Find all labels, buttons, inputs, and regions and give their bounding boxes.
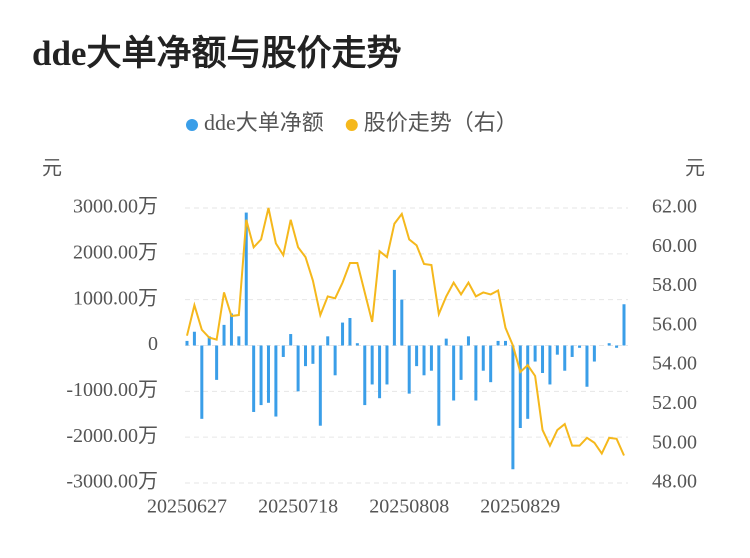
bar [378,345,382,399]
bar [429,345,433,371]
bar [296,345,300,392]
y-tick-label: -3000.00万 [66,471,158,493]
y-tick-label: 2000.00万 [73,241,158,263]
price-line [186,207,625,456]
legend-marker [186,119,198,131]
bar [266,345,270,403]
y2-tick-label: 54.00 [652,353,697,375]
y-tick-label: 3000.00万 [73,196,158,218]
y2-tick-label: 48.00 [652,471,697,493]
bar [363,345,367,406]
bar [622,304,626,346]
bar [585,345,589,387]
bar [229,313,233,346]
bar [207,336,211,346]
y-tick-label: -1000.00万 [66,379,158,401]
bar [355,343,359,346]
y2-tick-label: 62.00 [652,196,697,218]
legend-label: 股价走势（右） [364,110,518,135]
x-tick-label: 20250718 [258,496,338,518]
y-tick-label: 1000.00万 [73,287,158,309]
bar [592,345,596,362]
bar [474,345,478,401]
bar [503,340,507,346]
bar [563,345,567,371]
bar [422,345,426,376]
bar [385,345,389,385]
bar [222,324,226,346]
bar [415,345,419,367]
bar [400,299,404,346]
bar [459,345,463,380]
y2-tick-label: 56.00 [652,313,697,335]
bar [311,345,315,364]
bar [348,318,352,346]
y-tick-label: 0 [148,333,158,355]
y-tick-label: -2000.00万 [66,425,158,447]
bar [252,345,256,412]
bar [518,345,522,428]
bar [333,345,337,376]
bar [304,345,308,367]
y2-tick-label: 52.00 [652,392,697,414]
bar [281,345,285,357]
bar [200,345,204,419]
bar [274,345,278,417]
bar [511,345,515,470]
bar [578,345,582,348]
bar [185,340,189,346]
bar [496,340,500,346]
bar [192,331,196,346]
bar [437,345,441,426]
legend-marker [345,119,358,131]
bar [244,212,248,346]
bar [466,336,470,346]
bar [570,345,574,357]
bar [259,345,263,406]
bar [481,345,485,371]
bar [533,345,537,362]
bar [289,334,293,346]
bar [341,322,345,346]
x-tick-label: 20250829 [480,496,560,518]
bar [607,343,611,346]
bar [555,345,559,355]
bar [489,345,493,383]
legend-label: dde大单净额 [204,110,324,135]
bar [452,345,456,401]
bar [407,345,411,394]
bar [526,345,530,419]
bar [444,338,448,346]
chart-title: dde大单净额与股价走势 [32,34,401,73]
x-tick-label: 20250627 [147,496,227,518]
y2-axis-label: 元 [685,158,705,180]
bar [392,269,396,346]
bar [615,345,619,348]
bar [215,345,219,380]
bar [541,345,545,373]
bar [318,345,322,426]
bar [237,336,241,346]
bar [326,336,330,346]
x-tick-label: 20250808 [369,496,449,518]
y2-tick-label: 58.00 [652,274,697,296]
bar [548,345,552,385]
y2-tick-label: 50.00 [652,431,697,453]
bar [370,345,374,385]
y-axis-label: 元 [42,158,62,180]
y2-tick-label: 60.00 [652,235,697,257]
